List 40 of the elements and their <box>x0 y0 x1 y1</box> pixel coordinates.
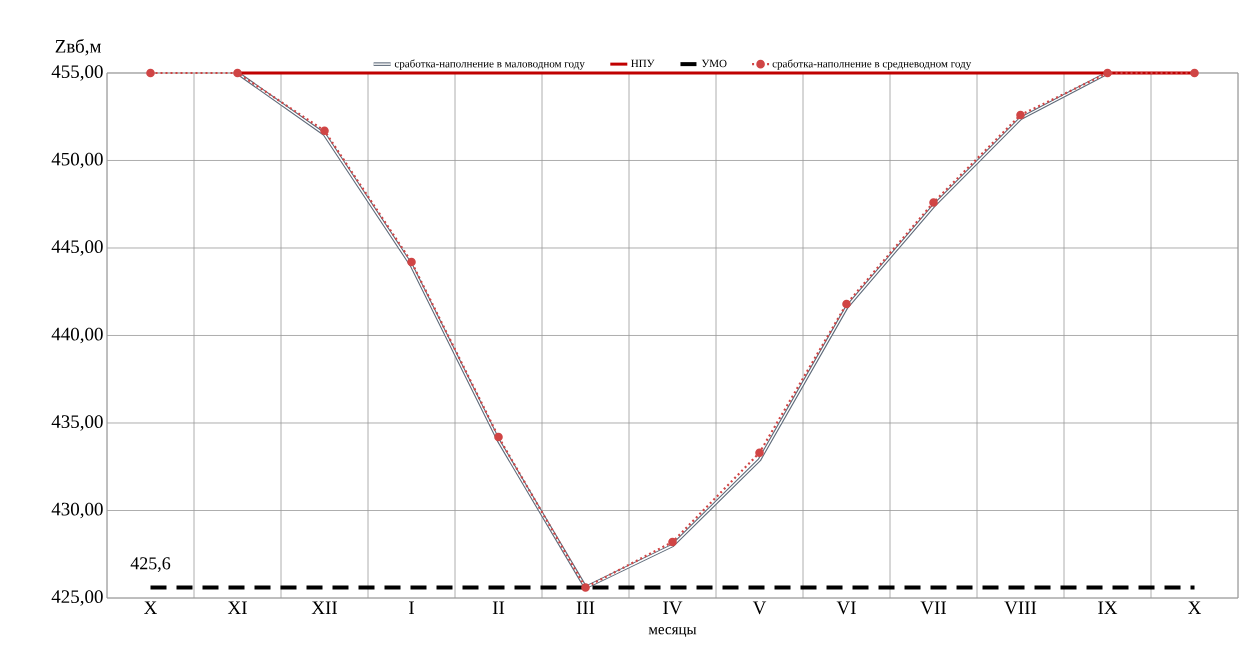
y-axis-title: Zвб,м <box>55 38 102 56</box>
x-tick-label: X <box>144 601 158 614</box>
x-tick-label: II <box>492 601 505 614</box>
x-tick-label: III <box>576 601 595 614</box>
y-tick-label: 425,00 <box>51 590 103 606</box>
x-tick-label: I <box>409 601 414 614</box>
point <box>146 68 155 78</box>
legend-label: сработка-наполнение в средневодном году <box>772 59 972 70</box>
y-tick-label: 450,00 <box>51 152 103 169</box>
x-tick-label: XI <box>227 601 247 614</box>
point <box>494 432 503 442</box>
point <box>581 583 590 592</box>
point <box>668 537 677 547</box>
annotation: 425,6 <box>130 557 171 572</box>
point <box>1190 68 1199 78</box>
legend-label: сработка-наполнение в маловодном году <box>394 59 585 70</box>
y-tick-label: 430,00 <box>51 502 103 519</box>
x-tick-label: VI <box>836 601 856 615</box>
point <box>320 126 329 136</box>
x-tick-label: XII <box>311 601 338 614</box>
y-tick-label: 435,00 <box>51 415 103 431</box>
point <box>1103 68 1112 78</box>
point <box>929 198 938 207</box>
point <box>407 257 416 267</box>
point <box>842 299 851 309</box>
point <box>233 68 242 78</box>
x-tick-label: VIII <box>1004 601 1037 615</box>
point <box>1016 110 1025 120</box>
x-axis-title: месяцы <box>648 627 697 638</box>
x-tick-label: X <box>1188 601 1202 614</box>
x-tick-label: V <box>752 601 767 615</box>
legend-label: НПУ <box>631 59 655 68</box>
x-tick-label: IV <box>663 601 683 615</box>
x-tick-label: IX <box>1098 601 1118 614</box>
x-tick-label: VII <box>920 601 947 615</box>
legend-label: УМО <box>701 59 727 68</box>
point <box>755 448 764 458</box>
y-tick-label: 440,00 <box>51 327 103 344</box>
y-tick-label: 455,00 <box>51 65 103 81</box>
y-tick-label: 445,00 <box>51 240 103 256</box>
